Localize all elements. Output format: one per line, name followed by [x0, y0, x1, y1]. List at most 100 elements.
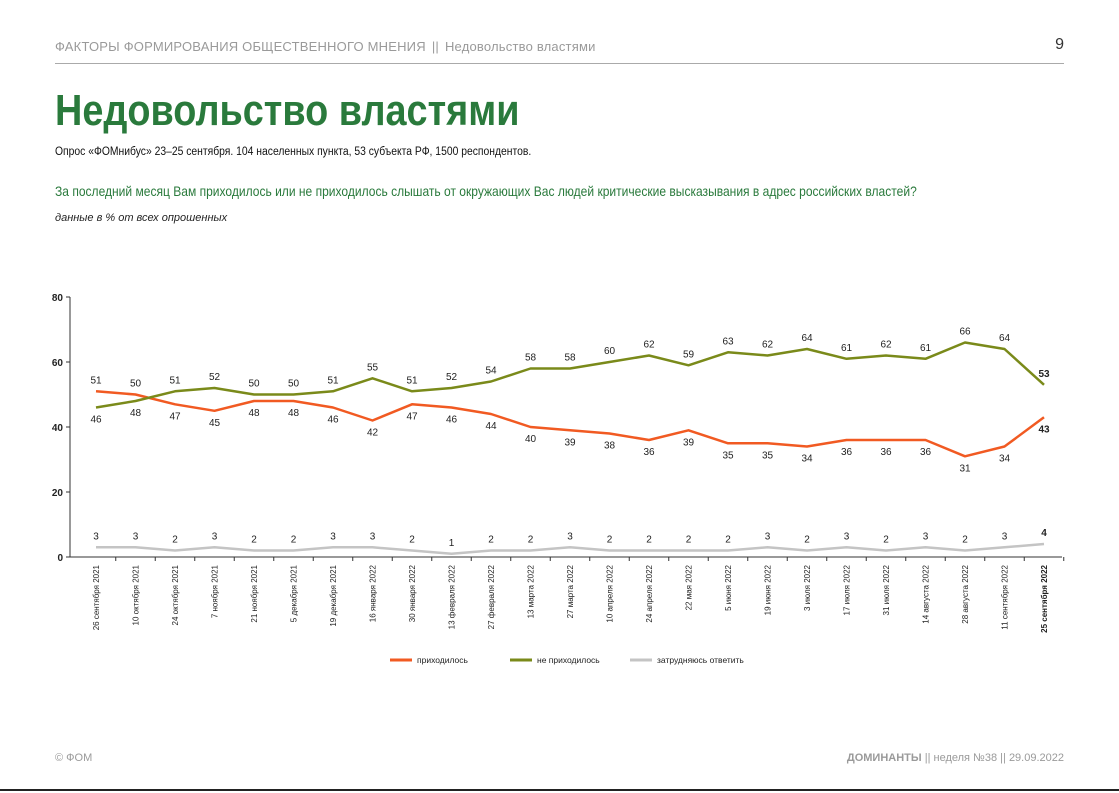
data-label: 62 — [762, 340, 774, 351]
data-label: 2 — [804, 535, 810, 546]
data-label: 2 — [528, 535, 534, 546]
data-label: 40 — [525, 434, 537, 445]
legend-label: затрудняюсь ответить — [657, 655, 744, 665]
y-tick-label: 80 — [52, 293, 64, 304]
data-label: 48 — [288, 408, 300, 419]
data-label: 64 — [801, 333, 813, 344]
x-tick-label: 7 ноября 2021 — [211, 564, 220, 618]
data-label: 3 — [765, 531, 771, 542]
data-label: 42 — [367, 428, 379, 439]
data-label: 3 — [93, 531, 99, 542]
x-tick-label: 13 марта 2022 — [527, 564, 536, 618]
x-tick-label: 14 августа 2022 — [922, 564, 931, 623]
data-label: 3 — [567, 531, 573, 542]
data-label: 48 — [248, 408, 260, 419]
data-label: 3 — [330, 531, 336, 542]
data-label: 2 — [291, 535, 297, 546]
series-line-hard-to-say — [96, 542, 1045, 556]
data-label: 59 — [683, 349, 695, 360]
data-label: 39 — [564, 437, 576, 448]
data-label: 3 — [212, 531, 218, 542]
legend-label: не приходилось — [537, 655, 600, 665]
series-line-heard — [95, 390, 1045, 458]
x-tick-label: 11 сентября 2022 — [1001, 564, 1010, 629]
x-tick-label: 10 октября 2021 — [132, 564, 141, 625]
data-label: 54 — [485, 366, 497, 377]
x-tick-label: 3 июля 2022 — [803, 564, 812, 611]
x-tick-label: 27 марта 2022 — [566, 564, 575, 618]
data-label: 47 — [406, 411, 418, 422]
header-divider — [55, 63, 1064, 64]
publication-date: 29.09.2022 — [1008, 752, 1064, 764]
data-label: 62 — [880, 340, 892, 351]
data-label: 2 — [883, 535, 889, 546]
data-label: 44 — [485, 421, 497, 432]
x-tick-label: 31 июля 2022 — [882, 564, 891, 615]
data-label: 50 — [248, 379, 260, 390]
data-label: 51 — [406, 375, 418, 386]
data-label: 51 — [169, 375, 181, 386]
series-line-not-heard — [95, 341, 1045, 409]
x-tick-label: 10 апреля 2022 — [606, 564, 615, 622]
header-separator: || — [431, 39, 439, 54]
x-tick-label: 19 июня 2022 — [764, 564, 773, 615]
data-label: 2 — [488, 535, 494, 546]
data-label: 51 — [90, 375, 102, 386]
copyright: © ФОМ — [55, 752, 93, 764]
data-label: 3 — [133, 531, 139, 542]
x-tick-label: 17 июля 2022 — [843, 564, 852, 615]
data-label: 62 — [643, 340, 655, 351]
data-label: 60 — [604, 346, 616, 357]
week-number: неделя №38 — [933, 752, 998, 764]
data-label: 4 — [1041, 528, 1047, 539]
data-label: 38 — [604, 441, 616, 452]
data-note: данные в % от всех опрошенных — [55, 212, 228, 224]
legend-label: приходилось — [417, 655, 469, 665]
data-label: 53 — [1038, 369, 1050, 380]
x-tick-label: 25 сентября 2022 — [1040, 564, 1049, 632]
x-tick-label: 28 августа 2022 — [961, 564, 970, 623]
data-label: 46 — [446, 415, 458, 426]
x-tick-label: 26 сентября 2021 — [92, 564, 101, 630]
data-label: 36 — [920, 447, 932, 458]
page-number: 9 — [1055, 36, 1064, 53]
y-tick-label: 60 — [52, 358, 64, 369]
data-label: 2 — [646, 535, 652, 546]
data-label: 2 — [725, 535, 731, 546]
x-tick-label: 24 апреля 2022 — [645, 564, 654, 622]
data-label: 50 — [130, 379, 142, 390]
footer-sep: || — [1000, 752, 1006, 764]
x-tick-label: 21 ноября 2021 — [250, 564, 259, 622]
data-label: 2 — [962, 535, 968, 546]
x-tick-label: 5 декабря 2021 — [290, 564, 299, 622]
data-label: 34 — [801, 454, 813, 465]
data-label: 36 — [880, 447, 892, 458]
x-tick-label: 22 мая 2022 — [685, 564, 694, 610]
data-label: 47 — [169, 411, 181, 422]
data-label: 48 — [130, 408, 142, 419]
data-label: 2 — [172, 535, 178, 546]
data-label: 3 — [370, 531, 376, 542]
data-label: 43 — [1038, 424, 1050, 435]
x-tick-label: 16 января 2022 — [369, 564, 378, 622]
data-label: 52 — [209, 372, 221, 383]
data-label: 1 — [449, 538, 455, 549]
data-label: 50 — [288, 379, 300, 390]
data-label: 52 — [446, 372, 458, 383]
page-title: Недовольство властями — [55, 86, 520, 135]
question-text: За последний месяц Вам приходилось или н… — [55, 183, 917, 199]
data-label: 36 — [841, 447, 853, 458]
data-label: 35 — [722, 450, 734, 461]
y-tick-label: 20 — [52, 488, 64, 499]
footer-sep: || — [924, 752, 931, 764]
data-label: 58 — [525, 353, 537, 364]
publication-name: ДОМИНАНТЫ — [846, 752, 922, 764]
data-label: 55 — [367, 362, 379, 373]
data-label: 3 — [844, 531, 850, 542]
data-label: 61 — [920, 343, 932, 354]
data-label: 66 — [959, 327, 971, 338]
data-label: 36 — [643, 447, 655, 458]
survey-info: Опрос «ФОМнибус» 23–25 сентября. 104 нас… — [55, 146, 532, 158]
data-label: 2 — [251, 535, 257, 546]
